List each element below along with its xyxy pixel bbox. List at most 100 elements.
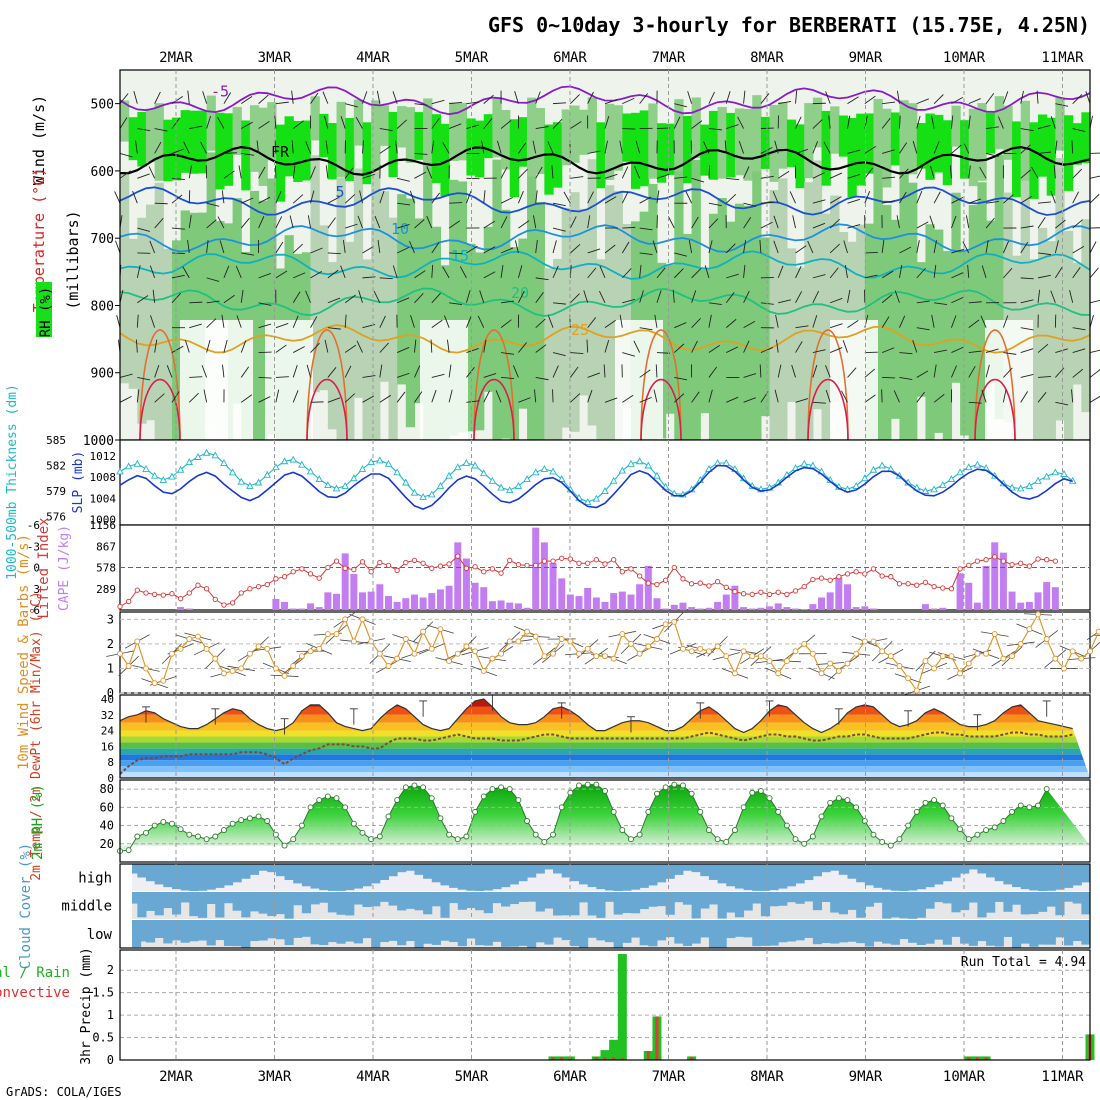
data-point	[446, 658, 453, 665]
wind-barb	[379, 277, 393, 280]
wind-barb	[431, 319, 443, 329]
wind-barb	[881, 389, 883, 403]
wind-barb	[258, 396, 271, 403]
rh-shading	[1003, 105, 1013, 160]
wind-barb	[981, 265, 987, 279]
wind-barb	[1037, 201, 1052, 204]
rh-shading	[847, 117, 857, 198]
precip-total-legend: Total / Rain	[0, 965, 70, 981]
wind-barb	[881, 270, 894, 279]
rh-shading	[145, 108, 156, 163]
wind-barb	[187, 240, 190, 254]
wind-barb	[344, 365, 352, 378]
rh-shading	[197, 110, 208, 174]
wind-barb	[206, 219, 217, 229]
cloud-cover-bar	[864, 892, 874, 907]
rh-shading	[925, 224, 935, 459]
wind-barb	[743, 166, 750, 179]
wind-barb	[501, 376, 515, 379]
wind-barb	[518, 168, 528, 179]
rh-shading	[1055, 97, 1065, 151]
cape-bar	[350, 573, 358, 610]
data-point	[264, 581, 270, 588]
data-point	[671, 618, 678, 625]
data-point	[385, 562, 392, 569]
dry-column	[615, 320, 663, 440]
cape-bar	[566, 594, 574, 610]
wind-barb	[396, 347, 410, 353]
wind-barb	[933, 240, 937, 254]
wind-barb	[238, 165, 242, 179]
cape-bar	[497, 600, 505, 610]
cloud-cover-bar	[873, 864, 883, 888]
rh-shading	[232, 107, 242, 155]
cape-tick-label: 578	[96, 562, 116, 575]
cloud-cover-bar	[596, 920, 606, 941]
data-point	[602, 561, 608, 567]
data-point	[576, 650, 582, 657]
rh-shading	[527, 160, 537, 498]
wind-barb	[1037, 252, 1051, 256]
wind-barb	[553, 102, 567, 105]
cape-bar	[1043, 582, 1051, 610]
cloud-cover-bar	[942, 892, 952, 904]
data-point	[783, 658, 790, 665]
cape-bar	[333, 593, 341, 610]
rh-shading	[743, 108, 753, 181]
data-point	[983, 827, 990, 834]
wind-barb	[985, 152, 999, 158]
precip-convective-bar	[551, 1057, 555, 1060]
cloud-cover-bar	[873, 920, 883, 942]
cloud-cover-bar	[267, 920, 277, 939]
wind-barb	[687, 91, 693, 104]
data-point	[186, 831, 193, 838]
isotherm-label: -5	[211, 82, 229, 100]
cloud-cover-bar	[132, 920, 142, 940]
data-point	[905, 822, 912, 829]
wind-barb	[864, 368, 876, 378]
cloud-cover-bar	[674, 892, 684, 903]
precip-convective-bar	[655, 1016, 659, 1060]
wind-barb	[200, 141, 208, 154]
cloud-cover-bar	[379, 892, 389, 902]
wind-barb	[357, 215, 363, 229]
wind-barb	[604, 339, 610, 353]
wind-barb	[621, 241, 630, 254]
wind-barb	[449, 202, 463, 204]
cloud-cover-bar	[544, 864, 554, 870]
data-point	[1017, 640, 1024, 647]
data-point	[697, 645, 704, 652]
li-tick-label: -3	[27, 540, 40, 553]
cloud-cover-bar	[934, 864, 944, 885]
rh-shading	[890, 112, 901, 166]
cloud-cover-bar	[215, 864, 225, 888]
data-point	[532, 633, 539, 640]
wind-barb	[1054, 140, 1058, 154]
cloud-cover-bar	[1029, 892, 1039, 915]
wind-barb	[447, 339, 450, 353]
isotherm-line	[119, 324, 1091, 354]
wind-barb	[726, 273, 739, 279]
cloud-cover-bar	[1055, 920, 1065, 938]
cloud-cover-bar	[1055, 892, 1065, 916]
wind-barb	[324, 339, 329, 353]
data-point	[593, 557, 599, 563]
wind-barb	[154, 141, 162, 154]
wind-barb	[310, 316, 318, 328]
rh-shading	[708, 213, 719, 467]
rh-shading	[986, 112, 996, 154]
data-point	[238, 665, 245, 672]
cloud-cover-bar	[310, 864, 320, 889]
wind-barb	[500, 166, 508, 179]
precip-convective-bar	[620, 1058, 624, 1060]
rh-shading	[934, 229, 944, 433]
rh-shading	[951, 105, 961, 147]
wind-barb	[344, 194, 356, 204]
cloud-cover-bar	[197, 864, 208, 891]
wind-barb	[704, 265, 710, 279]
data-point	[740, 804, 747, 811]
data-point	[939, 481, 947, 488]
cloud-cover-bar	[587, 892, 597, 916]
data-point	[324, 793, 331, 800]
